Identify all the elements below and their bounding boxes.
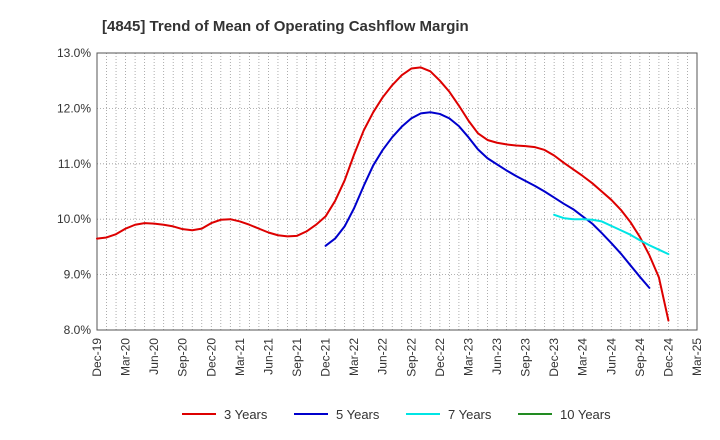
y-tick-label: 12.0% bbox=[57, 101, 91, 115]
x-tick-label: Jun-23 bbox=[490, 338, 504, 375]
x-tick-label: Mar-24 bbox=[576, 338, 590, 376]
x-tick-label: Mar-22 bbox=[347, 338, 361, 376]
y-tick-label: 8.0% bbox=[64, 323, 92, 337]
y-tick-label: 13.0% bbox=[57, 46, 91, 60]
x-tick-label: Dec-19 bbox=[90, 338, 104, 377]
x-tick-label: Mar-20 bbox=[119, 338, 133, 376]
series-line-5-years bbox=[324, 111, 651, 289]
x-tick-label: Dec-21 bbox=[319, 338, 333, 377]
x-tick-label: Jun-22 bbox=[376, 338, 390, 375]
y-tick-label: 9.0% bbox=[64, 268, 92, 282]
legend-label-7-years: 7 Years bbox=[448, 407, 492, 422]
x-tick-label: Sep-20 bbox=[176, 338, 190, 377]
x-tick-label: Dec-23 bbox=[547, 338, 561, 377]
plot-background bbox=[97, 53, 697, 330]
x-tick-label: Jun-20 bbox=[147, 338, 161, 375]
y-tick-label: 10.0% bbox=[57, 212, 91, 226]
legend-label-3-years: 3 Years bbox=[224, 407, 268, 422]
x-tick-label: Jun-24 bbox=[604, 338, 618, 375]
x-tick-label: Jun-21 bbox=[261, 338, 275, 375]
chart-title: [4845] Trend of Mean of Operating Cashfl… bbox=[102, 18, 469, 35]
x-tick-label: Sep-24 bbox=[633, 338, 647, 377]
x-tick-label: Mar-23 bbox=[461, 338, 475, 376]
x-tick-label: Mar-25 bbox=[690, 338, 704, 376]
plot-border bbox=[96, 52, 698, 331]
x-tick-label: Sep-22 bbox=[404, 338, 418, 377]
x-tick-label: Dec-20 bbox=[204, 338, 218, 377]
y-tick-label: 11.0% bbox=[58, 157, 91, 171]
x-tick-label: Sep-21 bbox=[290, 338, 304, 377]
series-line-7-years bbox=[553, 213, 670, 256]
x-tick-label: Dec-22 bbox=[433, 338, 447, 377]
legend: 3 Years 5 Years 7 Years 10 Years bbox=[182, 407, 611, 422]
x-tick-label: Sep-23 bbox=[519, 338, 533, 377]
legend-label-5-years: 5 Years bbox=[336, 407, 380, 422]
x-tick-label: Mar-21 bbox=[233, 338, 247, 376]
series-line-3-years bbox=[96, 66, 670, 322]
x-tick-label: Dec-24 bbox=[661, 338, 675, 377]
legend-label-10-years: 10 Years bbox=[560, 407, 611, 422]
plot-area: 8.0% 9.0% 10.0% 11.0% 12.0% 13.0% Dec-19 Mar-20… bbox=[57, 46, 704, 377]
